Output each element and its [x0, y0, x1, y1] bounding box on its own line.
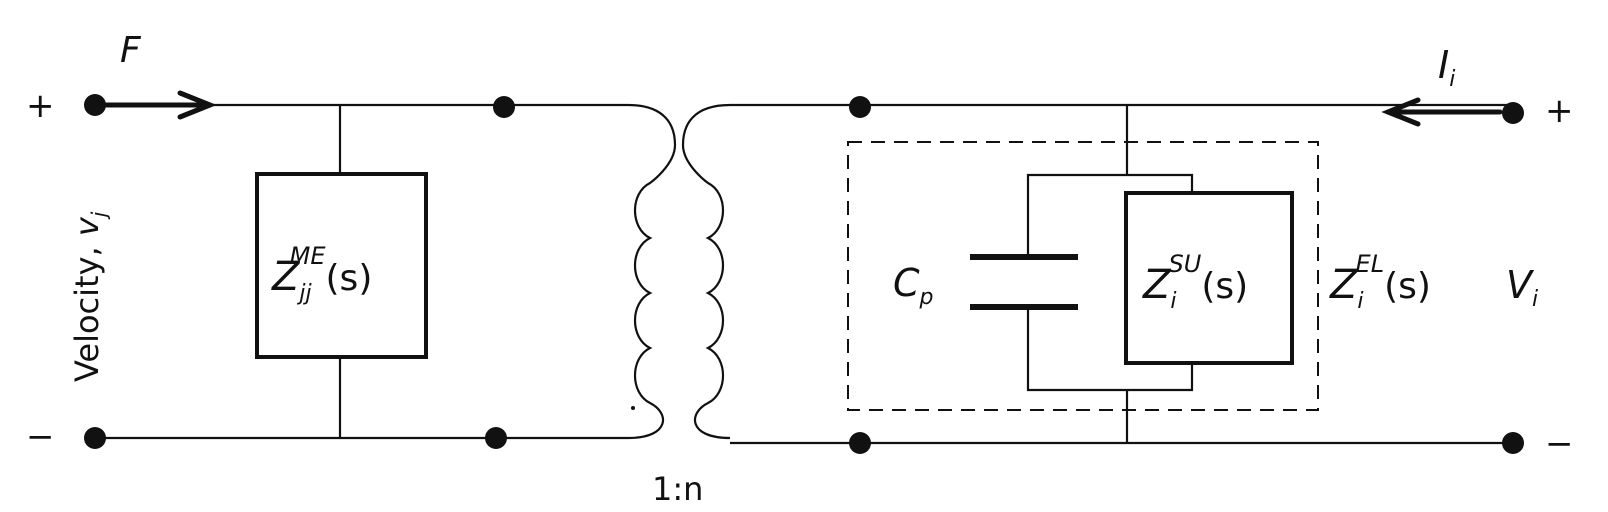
- zel-dashed-enclosure: [847, 141, 1319, 411]
- terminal-plus-left: +: [26, 86, 55, 126]
- current-label: Ii: [1438, 43, 1455, 92]
- voltage-label: Vi: [1506, 263, 1538, 312]
- turns-ratio-label: 1:n: [652, 470, 703, 508]
- secondary-coil: [681, 103, 731, 440]
- electrical-section: [730, 96, 1524, 454]
- terminal-bottom-right: [1502, 432, 1524, 454]
- zme-impedance-box: [255, 172, 428, 359]
- force-arrow: [97, 90, 217, 120]
- node-bottom-left-inner: [485, 427, 507, 449]
- terminal-minus-right: −: [1545, 424, 1574, 464]
- coil-polarity-dot: [631, 406, 635, 410]
- transformer: [627, 103, 731, 440]
- force-label: F: [120, 30, 142, 71]
- velocity-label: Velocity, vj: [68, 211, 111, 382]
- current-arrow: [1381, 97, 1503, 127]
- parallel-top-rail: [1026, 173, 1194, 255]
- cp-label: Cp: [893, 261, 934, 310]
- terminal-top-right: [1502, 102, 1524, 124]
- zsu-impedance-box: [1124, 191, 1294, 365]
- terminal-top-left: [84, 94, 106, 116]
- node-top-right-inner: [849, 96, 871, 118]
- node-top-left-inner: [493, 96, 515, 118]
- primary-coil: [627, 103, 677, 440]
- terminal-plus-right: +: [1545, 91, 1574, 131]
- parallel-bottom-rail: [1026, 305, 1194, 392]
- node-bottom-right-inner: [849, 432, 871, 454]
- zme-label: ZjjME(s): [271, 242, 372, 306]
- zel-label: ZiEL(s): [1329, 250, 1431, 314]
- terminal-minus-left: −: [26, 417, 55, 457]
- mechanical-section: [84, 90, 628, 449]
- zsu-label: ZiSU(s): [1142, 250, 1248, 314]
- terminal-bottom-left: [84, 427, 106, 449]
